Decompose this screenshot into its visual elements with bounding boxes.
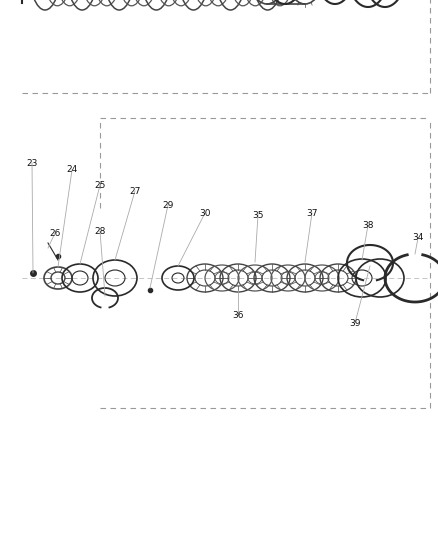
Text: 35: 35 (252, 211, 264, 220)
Text: 27: 27 (129, 187, 141, 196)
Text: 38: 38 (362, 221, 374, 230)
Text: 28: 28 (94, 227, 106, 236)
Text: 30: 30 (199, 208, 211, 217)
Text: 29: 29 (162, 200, 174, 209)
Text: 36: 36 (232, 311, 244, 319)
Text: 34: 34 (412, 233, 424, 243)
Text: 26: 26 (49, 229, 61, 238)
Text: 24: 24 (67, 166, 78, 174)
Text: 39: 39 (349, 319, 361, 327)
Text: 23: 23 (26, 158, 38, 167)
Text: 37: 37 (306, 208, 318, 217)
Text: 25: 25 (94, 181, 106, 190)
